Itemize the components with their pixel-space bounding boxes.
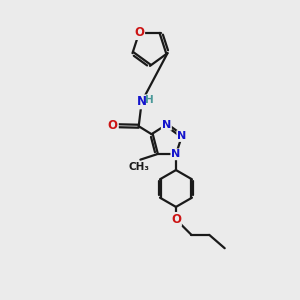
Text: N: N (162, 120, 171, 130)
Text: O: O (108, 119, 118, 132)
Text: O: O (171, 213, 181, 226)
Text: N: N (171, 149, 181, 159)
Text: CH₃: CH₃ (128, 162, 149, 172)
Text: N: N (177, 131, 187, 141)
Text: O: O (134, 26, 144, 39)
Text: H: H (145, 95, 154, 105)
Text: N: N (137, 95, 147, 108)
